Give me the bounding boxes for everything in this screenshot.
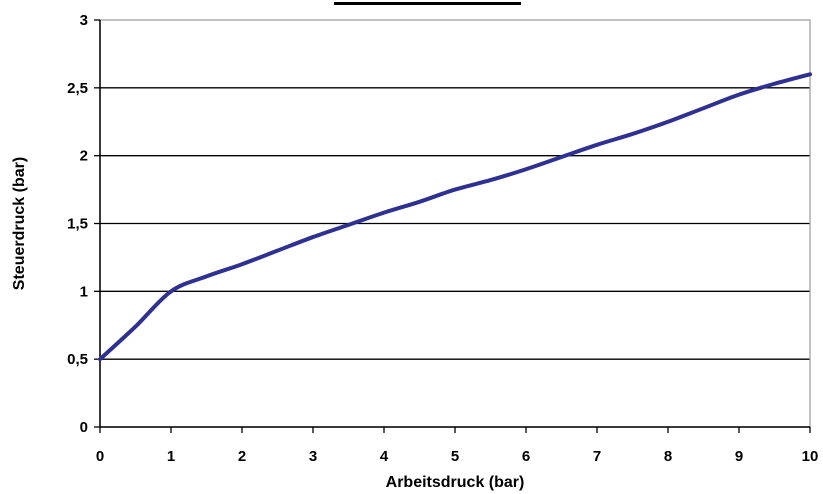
y-tick-label: 1,5 xyxy=(67,216,88,233)
x-tick-labels: 0 1 2 3 4 5 6 7 8 9 10 xyxy=(96,427,819,465)
x-tick-label: 5 xyxy=(451,448,459,465)
x-tick-label: 6 xyxy=(522,448,530,465)
x-tick-label: 4 xyxy=(380,448,389,465)
series-group xyxy=(98,72,812,362)
y-tick-labels: 0 0,5 1 1,5 2 2,5 3 xyxy=(67,12,100,436)
x-tick-label: 9 xyxy=(735,448,743,465)
x-tick-label: 7 xyxy=(593,448,601,465)
x-axis-label: Arbeitsdruck (bar) xyxy=(386,474,525,491)
title-bar-mark xyxy=(334,2,521,5)
y-tick-label: 2,5 xyxy=(67,80,88,97)
y-tick-label: 2 xyxy=(80,148,88,165)
x-tick-label: 2 xyxy=(238,448,246,465)
gridlines xyxy=(100,87,810,360)
x-tick-label: 3 xyxy=(309,448,317,465)
y-tick-label: 0,5 xyxy=(67,351,88,368)
series-line xyxy=(98,72,812,362)
y-tick-label: 1 xyxy=(80,283,88,300)
x-tick-label: 10 xyxy=(802,448,819,465)
x-tick-label: 1 xyxy=(167,448,175,465)
y-tick-label: 3 xyxy=(80,12,88,29)
x-tick-label: 8 xyxy=(664,448,672,465)
x-tick-label: 0 xyxy=(96,448,104,465)
y-axis-label: Steuerdruck (bar) xyxy=(11,157,28,290)
y-tick-label: 0 xyxy=(80,419,88,436)
